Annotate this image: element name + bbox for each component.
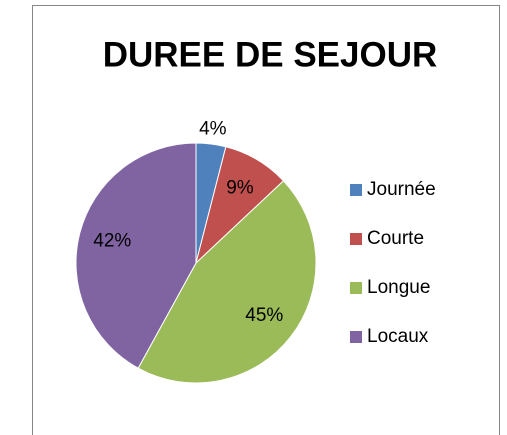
legend-swatch [350, 233, 362, 245]
data-label: 42% [93, 231, 131, 252]
legend-label: Journée [367, 179, 436, 200]
pie-slice [137, 180, 317, 384]
legend-label: Locaux [367, 326, 429, 347]
legend-swatch [350, 184, 362, 196]
data-label: 45% [245, 305, 283, 326]
legend-label: Courte [367, 228, 424, 249]
legend-swatch [350, 331, 362, 343]
data-label: 9% [226, 178, 254, 199]
legend-swatch [350, 282, 362, 294]
legend-label: Longue [367, 277, 430, 298]
pie-slice [75, 142, 197, 369]
data-label: 4% [199, 119, 227, 140]
chart-title: DUREE DE SEJOUR [103, 35, 438, 74]
